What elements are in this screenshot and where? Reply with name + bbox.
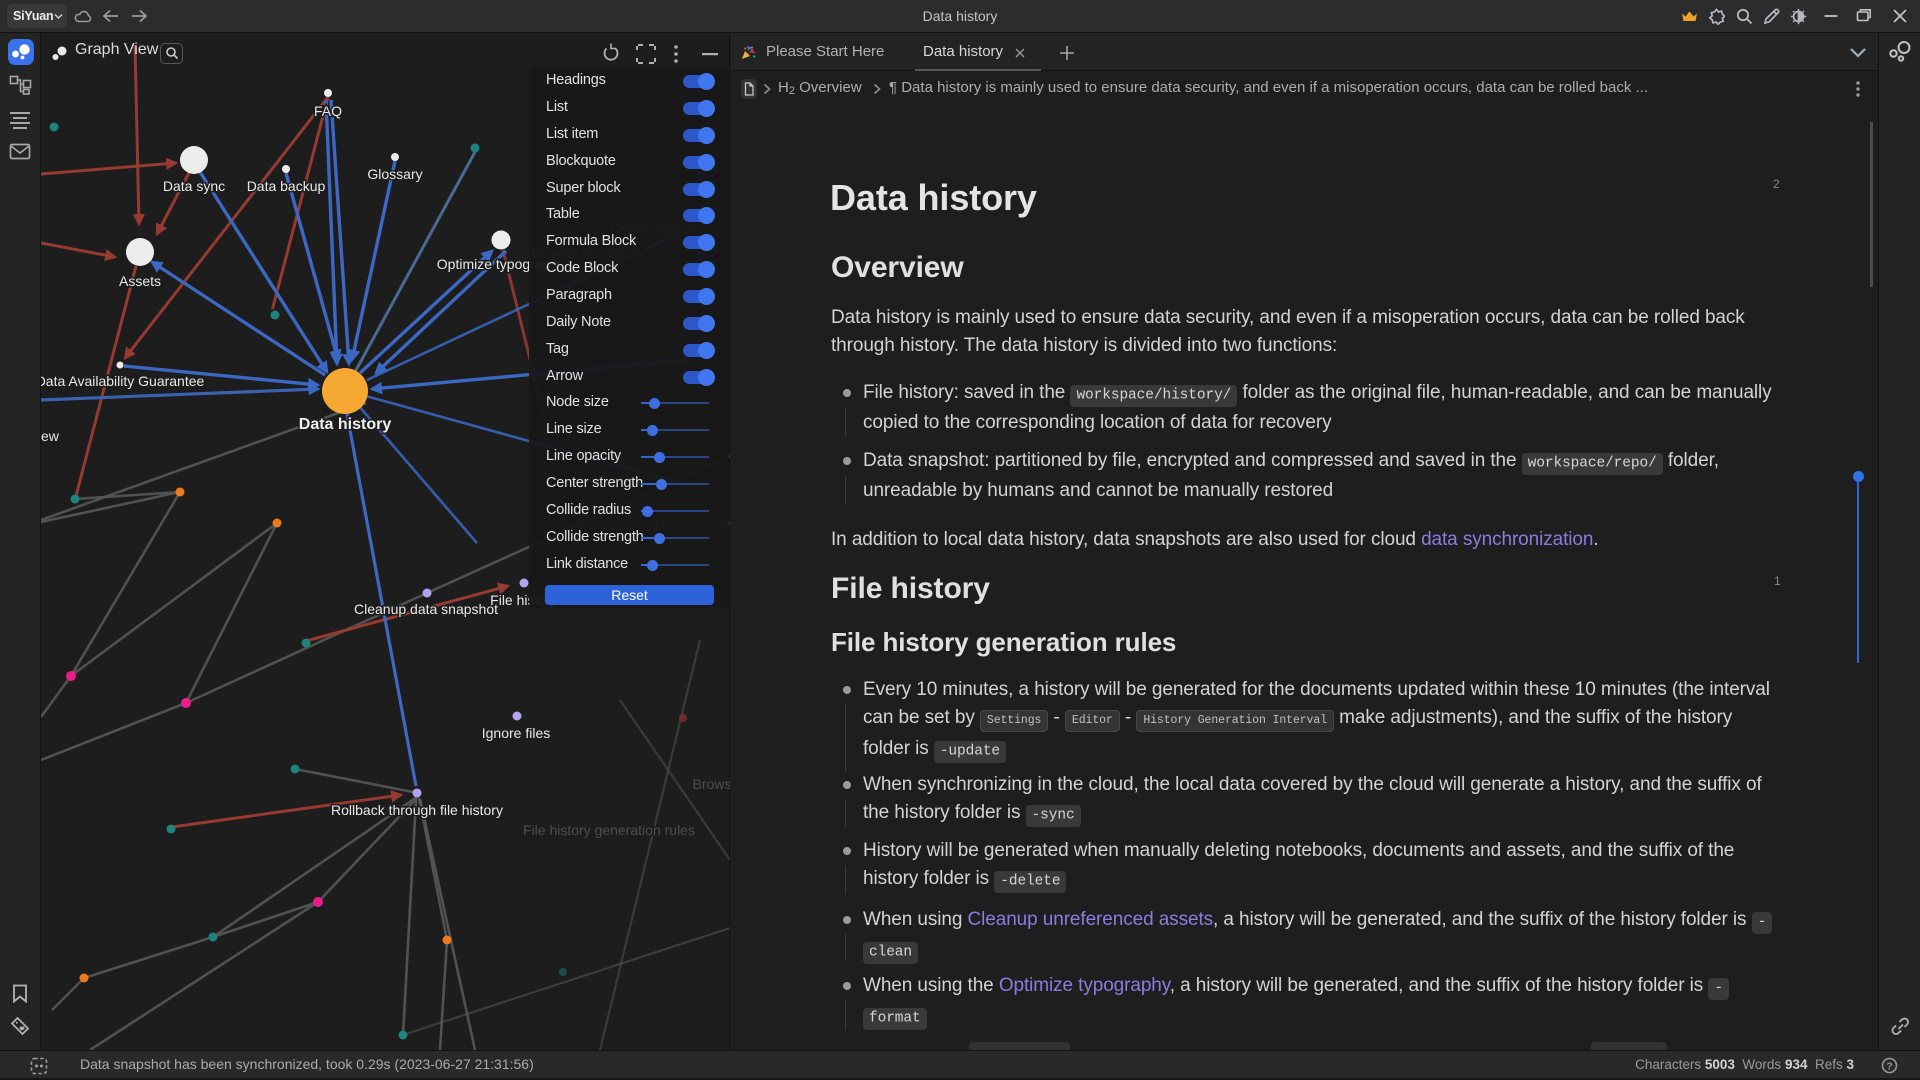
svg-text:?: ?	[1886, 1061, 1892, 1073]
svg-text:Ignore files: Ignore files	[482, 725, 550, 741]
svg-text:ew: ew	[41, 428, 60, 444]
svg-text:Assets: Assets	[119, 273, 161, 289]
svg-text:Cleanup data snapshot: Cleanup data snapshot	[354, 601, 498, 617]
svg-text:FAQ: FAQ	[314, 103, 342, 119]
svg-text:Data backup: Data backup	[247, 178, 326, 194]
svg-text:Data sync: Data sync	[163, 178, 225, 194]
svg-text:Glossary: Glossary	[367, 166, 422, 182]
svg-text:Data history: Data history	[299, 416, 392, 433]
svg-text:Rollback through file history: Rollback through file history	[331, 802, 503, 818]
svg-text:File history generation rules: File history generation rules	[523, 822, 695, 838]
svg-text:Brows: Brows	[693, 776, 730, 792]
svg-text:Data Availability Guarantee: Data Availability Guarantee	[41, 373, 205, 389]
